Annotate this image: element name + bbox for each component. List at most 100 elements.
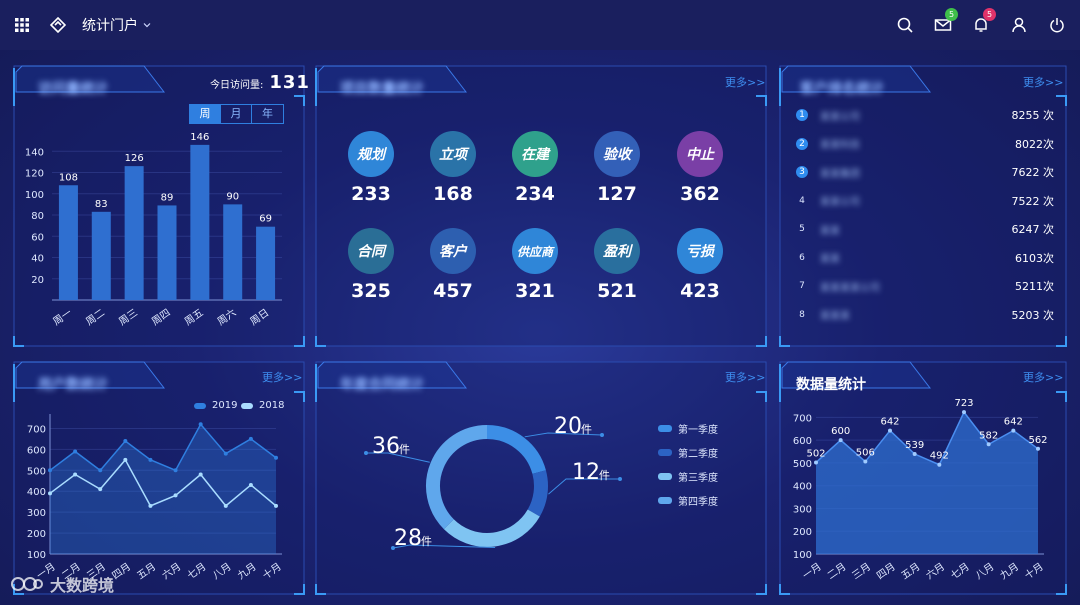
user-icon[interactable] [1010,16,1028,34]
data-point [223,451,228,456]
rank-row[interactable]: 4 某某公司 7522 次 [796,187,1054,215]
corner-accent [779,336,790,347]
rank-count: 6247 次 [1011,223,1055,236]
data-point [1036,446,1040,451]
rank-row[interactable]: 6 某某 6103次 [796,244,1054,272]
y-tick-label: 200 [793,527,812,538]
mail-button[interactable]: 5 [934,8,958,34]
project-stat-item[interactable]: 亏损 423 [665,228,735,302]
project-stat-item[interactable]: 规划 233 [336,131,406,205]
x-tick-label: 八月 [973,561,996,582]
data-value-label: 582 [979,430,998,441]
project-stat-label: 客户 [430,228,476,274]
bar [58,185,78,300]
x-tick-label: 周五 [182,307,205,328]
rank-index: 6 [799,252,805,263]
bar [157,205,177,300]
x-tick-label: 六月 [924,561,947,582]
project-stat-item[interactable]: 盈利 521 [582,228,652,302]
y-tick-label: 200 [27,529,46,540]
bar-value-label: 69 [259,214,272,225]
data-point [73,472,78,477]
data-point [248,436,253,441]
leader-dot [364,451,368,455]
project-stat-value: 325 [351,280,391,302]
search-icon[interactable] [896,16,914,34]
project-stat-label: 合同 [348,228,394,274]
rank-more-link[interactable]: 更多>> [1023,76,1064,89]
panel-border [315,65,767,347]
data-more-link[interactable]: 更多>> [1023,371,1064,384]
corner-accent [756,336,767,347]
tab-week[interactable]: 周 [190,105,221,123]
legend-swatch-2019 [194,402,206,409]
data-point [1011,428,1016,433]
corner-accent [1056,336,1067,347]
x-tick-label: 八月 [210,561,233,582]
slice-unit-label: 件 [421,535,432,548]
leader-line [392,544,496,549]
quarter-more-link[interactable]: 更多>> [725,371,766,384]
project-stat-item[interactable]: 合同 325 [336,228,406,302]
corner-accent [315,336,326,347]
x-tick-label: 五月 [135,561,158,582]
users-more-link[interactable]: 更多>> [262,371,303,384]
rank-row[interactable]: 8 某某某 5203 次 [796,301,1054,329]
area-fill [816,412,1038,554]
project-stat-item[interactable]: 在建 234 [500,131,570,205]
slice-value-label: 28 [394,526,422,551]
y-tick-label: 300 [27,508,46,519]
x-tick-label: 周一 [51,307,74,328]
project-stat-item[interactable]: 立项 168 [418,131,488,205]
notification-button[interactable]: 5 [972,8,996,34]
project-stat-value: 234 [515,183,555,205]
project-stat-value: 127 [597,183,637,205]
rank-count: 7522 次 [1011,194,1055,208]
portal-dropdown[interactable]: 统计门户 [82,15,152,35]
rank-name: 某某某某公司 [820,282,880,294]
project-stat-item[interactable]: 供应商 321 [500,228,570,302]
logo-icon[interactable] [50,17,66,33]
donut-slice [426,425,488,530]
app-grid-icon[interactable] [14,17,30,33]
corner-accent [294,391,305,402]
data-point [863,459,868,464]
bar [190,144,210,300]
rank-row[interactable]: 2 某某科技 8022次 [796,130,1054,158]
today-visits: 今日访问量: 131 [210,72,310,93]
y-tick-label: 40 [31,254,44,265]
leader-dot [391,546,395,550]
rank-row[interactable]: 7 某某某某公司 5211次 [796,272,1054,300]
slice-value-label: 12 [572,460,600,485]
legend-2019: 2019 [194,400,237,411]
rank-count: 5211次 [1015,280,1054,293]
project-stat-item[interactable]: 中止 362 [665,131,735,205]
tab-year[interactable]: 年 [262,107,273,120]
data-value-label: 642 [1004,417,1023,428]
project-more-link[interactable]: 更多>> [725,76,766,89]
x-tick-label: 三月 [850,561,873,582]
project-stat-label: 亏损 [677,228,723,274]
y-tick-label: 700 [27,424,46,435]
leader-dot [600,433,604,437]
portal-label: 统计门户 [82,18,138,34]
project-stat-label: 立项 [430,131,476,177]
rank-row[interactable]: 5 某某 6247 次 [796,215,1054,243]
users-line-chart: 100200300400500600700一月 二月 三月 四月 五月 六月 七月 八月 九月十… [27,414,284,582]
slice-value-label: 36 [372,434,400,459]
x-tick-label: 五月 [899,561,922,582]
y-tick-label: 600 [793,436,812,447]
data-point [986,442,991,447]
y-tick-label: 20 [31,275,44,286]
rank-row[interactable]: 3 某某集团 7622 次 [796,158,1054,186]
rank-row[interactable]: 1 某某公司 8255 次 [796,101,1054,129]
project-stat-item[interactable]: 客户 457 [418,228,488,302]
tab-month[interactable]: 月 [221,105,252,123]
power-icon[interactable] [1048,16,1066,34]
project-stat-label: 规划 [348,131,394,177]
x-tick-label: 周六 [215,307,238,328]
data-value-label: 562 [1028,435,1047,446]
project-stat-item[interactable]: 验收 127 [582,131,652,205]
project-stat-value: 362 [680,183,720,205]
data-point [223,503,228,508]
